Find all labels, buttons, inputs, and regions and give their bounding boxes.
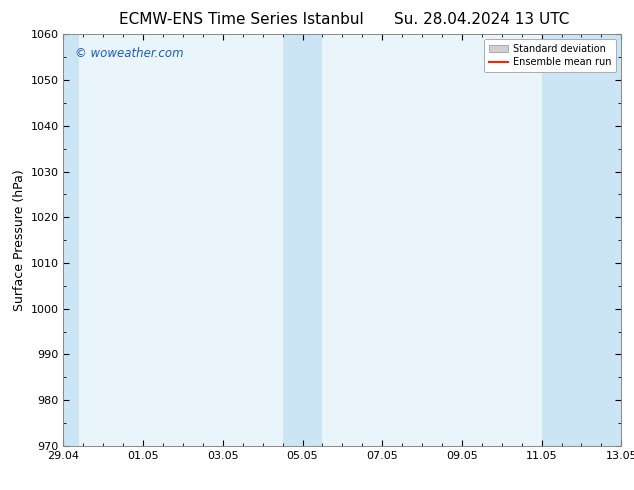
Bar [60, 34, 79, 446]
Legend: Standard deviation, Ensemble mean run: Standard deviation, Ensemble mean run [484, 39, 616, 72]
Bar [541, 34, 625, 446]
Text: Su. 28.04.2024 13 UTC: Su. 28.04.2024 13 UTC [394, 12, 569, 27]
Bar [283, 34, 323, 446]
Text: ECMW-ENS Time Series Istanbul: ECMW-ENS Time Series Istanbul [119, 12, 363, 27]
Y-axis label: Surface Pressure (hPa): Surface Pressure (hPa) [13, 169, 26, 311]
Text: © woweather.com: © woweather.com [75, 47, 183, 60]
